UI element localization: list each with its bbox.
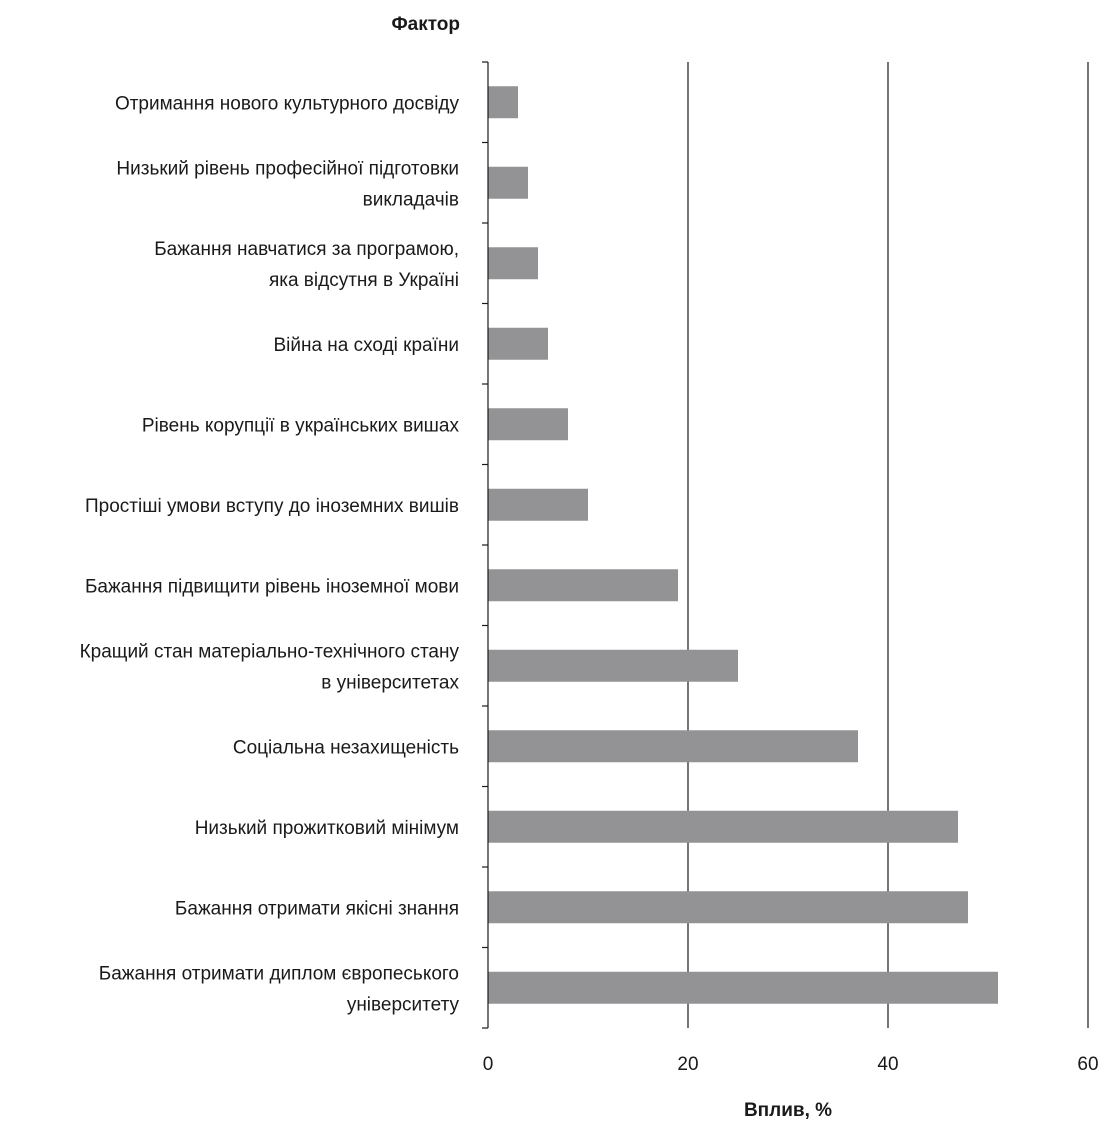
category-label: університету: [347, 994, 460, 1015]
y-axis-title: Фактор: [391, 14, 460, 35]
category-label: Бажання отримати диплом європеського: [99, 963, 459, 984]
category-label: Простіші умови вступу до іноземних вишів: [85, 496, 459, 517]
bar: [488, 971, 998, 1004]
bar: [488, 891, 968, 924]
bar: [488, 166, 528, 199]
bar: [488, 810, 958, 843]
category-label: Кращий стан матеріально-технічного стану: [80, 641, 460, 662]
x-tick-label: 40: [877, 1054, 898, 1075]
category-label: Війна на сході країни: [273, 335, 459, 356]
bar: [488, 569, 678, 602]
bar: [488, 86, 518, 119]
bar: [488, 327, 548, 360]
category-label: Бажання навчатися за програмою,: [154, 239, 459, 260]
category-label: Соціальна незахищеність: [233, 737, 459, 758]
x-tick-label: 20: [677, 1054, 698, 1075]
grid-lines: [687, 62, 1089, 1028]
category-label: Бажання підвищити рівень іноземної мови: [85, 576, 459, 597]
bars: [488, 86, 998, 1004]
bar: [488, 730, 858, 763]
category-label: в університетах: [321, 672, 459, 693]
y-axis: [482, 61, 489, 1029]
x-tick-label: 60: [1077, 1054, 1098, 1075]
bar: [488, 247, 538, 280]
category-label: Низький рівень професійної підготовки: [116, 158, 459, 179]
category-label: викладачів: [363, 189, 459, 210]
category-labels: Отримання нового культурного досвіду Низь…: [80, 93, 460, 1015]
bar: [488, 488, 588, 521]
bar: [488, 649, 738, 682]
category-label: яка відсутня в Україні: [269, 270, 459, 291]
x-axis-title: Вплив, %: [744, 1100, 832, 1121]
x-tick-labels: 0 20 40 60: [483, 1054, 1099, 1075]
category-label: Низький прожитковий мінімум: [195, 818, 459, 839]
bar: [488, 408, 568, 441]
category-label: Отримання нового культурного досвіду: [115, 93, 460, 114]
category-label: Бажання отримати якісні знання: [175, 898, 459, 919]
category-label: Рівень корупції в українських вишах: [142, 415, 460, 436]
x-tick-label: 0: [483, 1054, 494, 1075]
